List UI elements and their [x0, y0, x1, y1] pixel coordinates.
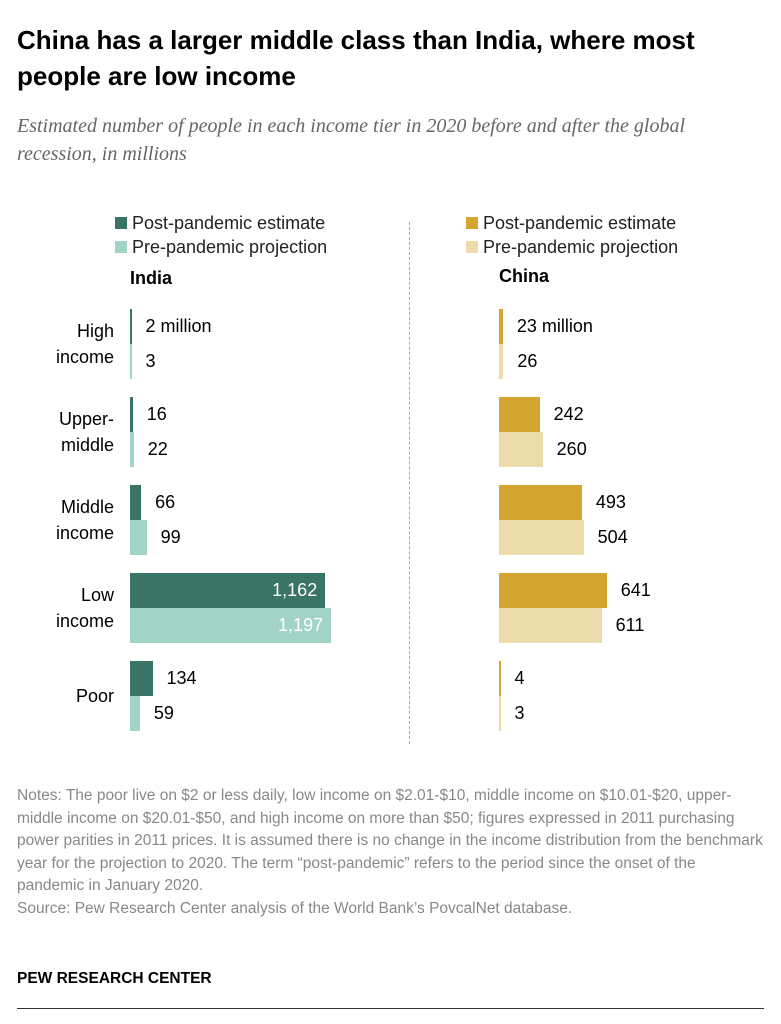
- data-label: 23 million: [516, 316, 593, 336]
- india-bar: [130, 344, 132, 379]
- data-label: 242: [553, 404, 584, 424]
- data-label: 99: [160, 527, 181, 547]
- data-label: 1,162: [272, 580, 318, 600]
- india-bar: [130, 573, 326, 608]
- category-label: High income: [55, 321, 114, 367]
- panel-divider: [409, 222, 410, 744]
- india-bar: [130, 309, 132, 344]
- india-bar: [130, 485, 142, 520]
- china-bar: [499, 344, 504, 379]
- legend-label: Pre-pandemic projection: [132, 237, 328, 257]
- data-label: 493: [595, 492, 626, 512]
- legend-label: Pre-pandemic projection: [483, 237, 679, 257]
- data-label: 504: [597, 527, 628, 547]
- data-label: 59: [153, 703, 174, 723]
- china-bar: [499, 309, 503, 344]
- notes-text: Notes: The poor live on $2 or less daily…: [17, 787, 763, 894]
- china-bar: [499, 397, 540, 432]
- india-legend: Post-pandemic estimate Pre-pandemic proj…: [115, 211, 327, 259]
- india-bar: [130, 696, 140, 731]
- category-label: Low income: [55, 585, 114, 631]
- china-bar: [499, 485, 582, 520]
- brand-logo-text: PEW RESEARCH CENTER: [17, 970, 212, 987]
- data-label: 16: [146, 404, 167, 424]
- data-label: 134: [166, 668, 197, 688]
- china-bar: [499, 696, 501, 731]
- data-label: 3: [145, 351, 156, 371]
- legend-item: Pre-pandemic projection: [115, 235, 327, 259]
- data-label: 3: [514, 703, 525, 723]
- source-text: Source: Pew Research Center analysis of …: [17, 899, 573, 917]
- legend-item: Post-pandemic estimate: [466, 211, 678, 235]
- data-label: 1,197: [278, 615, 324, 635]
- data-label: 2 million: [145, 316, 212, 336]
- legend-swatch: [466, 217, 478, 229]
- chart-title: China has a larger middle class than Ind…: [17, 25, 695, 91]
- legend-item: Post-pandemic estimate: [115, 211, 327, 235]
- legend-swatch: [115, 241, 127, 253]
- category-label: Upper-middle: [58, 409, 114, 455]
- data-label: 4: [514, 668, 525, 688]
- data-label: 260: [556, 439, 587, 459]
- chart-subtitle: Estimated number of people in each incom…: [17, 115, 686, 165]
- india-title: India: [130, 268, 173, 288]
- data-label: 26: [517, 351, 538, 371]
- china-bar: [499, 608, 602, 643]
- china-bar: [499, 432, 543, 467]
- india-bar: [130, 661, 153, 696]
- data-label: 22: [147, 439, 168, 459]
- india-bar: [130, 432, 134, 467]
- legend-swatch: [115, 217, 127, 229]
- india-bar: [130, 608, 332, 643]
- category-label: Poor: [75, 686, 114, 706]
- china-title: China: [499, 266, 550, 286]
- bottom-rule: [17, 1008, 764, 1009]
- china-bar: [499, 573, 607, 608]
- china-legend: Post-pandemic estimate Pre-pandemic proj…: [466, 211, 678, 259]
- legend-item: Pre-pandemic projection: [466, 235, 678, 259]
- india-bar: [130, 520, 147, 555]
- legend-label: Post-pandemic estimate: [483, 213, 677, 233]
- data-label: 611: [615, 615, 645, 635]
- legend-label: Post-pandemic estimate: [132, 213, 326, 233]
- legend-swatch: [466, 241, 478, 253]
- china-bar: [499, 520, 584, 555]
- china-bar: [499, 661, 501, 696]
- category-label: Middle income: [55, 497, 114, 543]
- notes: Notes: The poor live on $2 or less daily…: [17, 785, 767, 920]
- india-bar: [130, 397, 133, 432]
- data-label: 66: [155, 492, 176, 512]
- data-label: 641: [620, 580, 651, 600]
